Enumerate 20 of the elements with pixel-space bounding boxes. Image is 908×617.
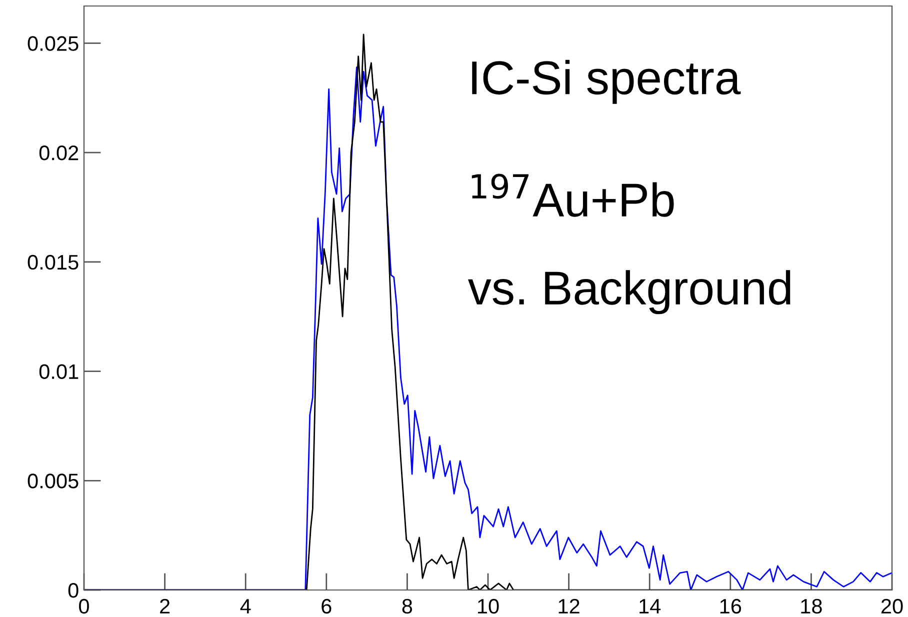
y-tick-label: 0.02 <box>39 146 78 160</box>
x-tick-label: 2 <box>160 598 170 614</box>
x-tick-label: 14 <box>640 599 661 614</box>
annotation: $^{197}$Au+Pb <box>472 174 674 217</box>
y-tick-label: 0.015 <box>28 254 78 270</box>
x-tick-label: 8 <box>402 598 412 614</box>
x-tick-label: 20 <box>881 598 903 614</box>
x-tick-label: 12 <box>558 598 580 614</box>
x-tick-label: 10 <box>478 598 499 614</box>
annotation: vs. Background <box>468 270 790 314</box>
y-tick-label: 0 <box>68 583 78 598</box>
y-tick-label: 0.01 <box>39 364 78 380</box>
x-tick-label: 18 <box>801 598 822 614</box>
x-tick-label: 16 <box>720 598 742 614</box>
annotation: IC-Si spectra <box>472 60 741 104</box>
y-tick-label: 0.005 <box>28 474 78 488</box>
y-tick-label: 0.025 <box>28 36 78 51</box>
x-tick-label: 0 <box>79 598 89 614</box>
x-tick-label: 4 <box>240 599 251 614</box>
x-tick-label: 6 <box>322 598 332 614</box>
